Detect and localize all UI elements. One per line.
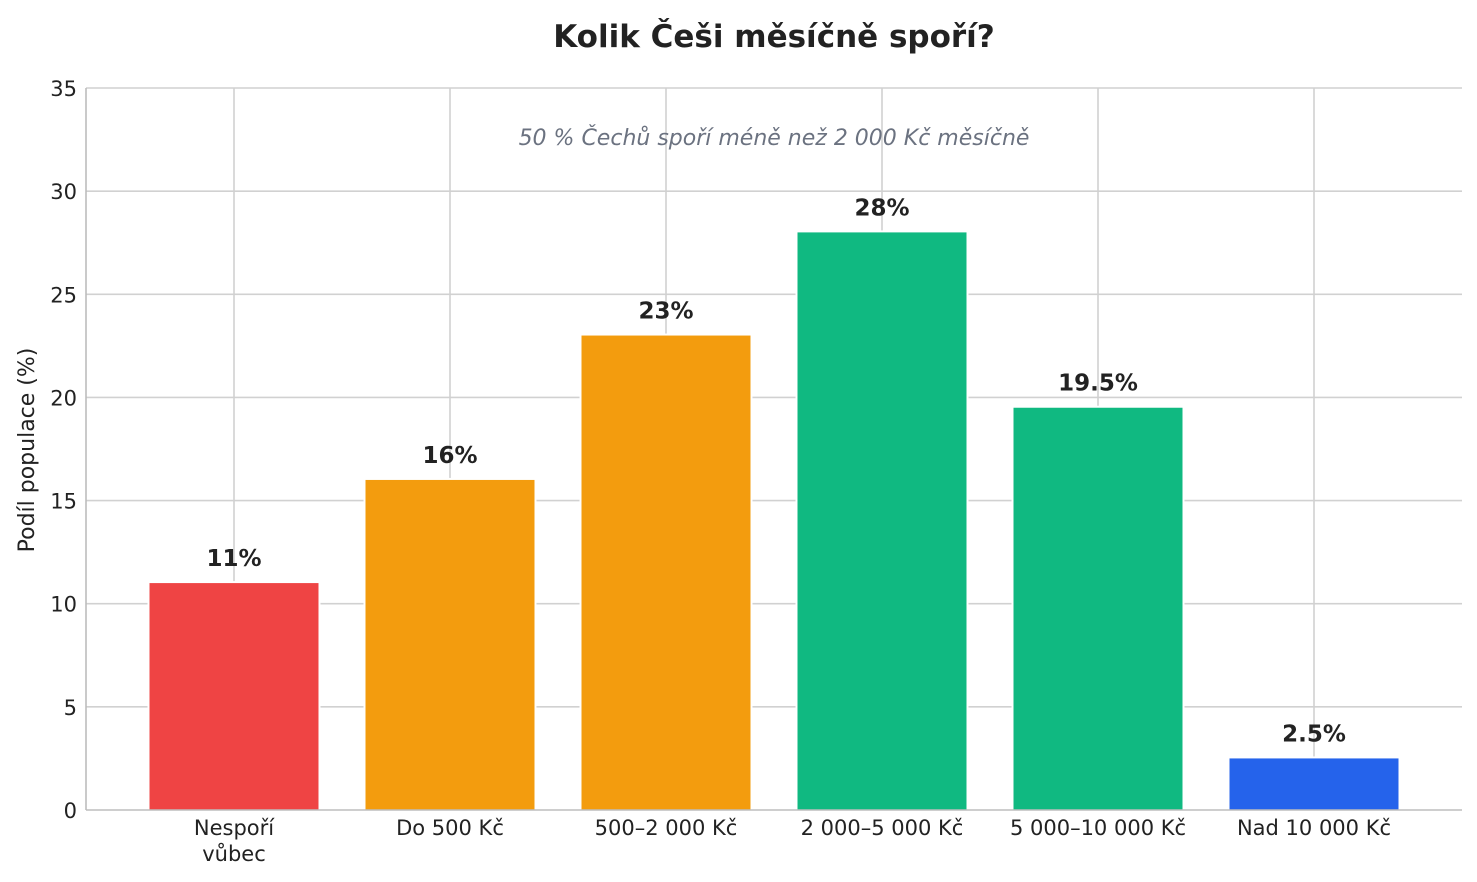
x-tick-label-line: 500–2 000 Kč (595, 816, 738, 840)
x-tick-label: Nad 10 000 Kč (1237, 816, 1391, 840)
bar-value-label: 11% (206, 546, 261, 572)
axes (85, 88, 1462, 811)
bar (797, 232, 967, 810)
y-tick-label: 5 (64, 696, 77, 720)
x-tick-label-line: vůbec (202, 842, 266, 866)
x-tick-label: 5 000–10 000 Kč (1010, 816, 1186, 840)
x-tick-label-line: 2 000–5 000 Kč (801, 816, 964, 840)
bar (1013, 407, 1183, 810)
x-tick-label-line: Do 500 Kč (396, 816, 504, 840)
x-tick-label-line: Nad 10 000 Kč (1237, 816, 1391, 840)
y-tick-label: 35 (50, 77, 77, 101)
y-tick-label: 25 (50, 283, 77, 307)
x-tick-label: Nespoří vůbec (194, 816, 275, 866)
bar (1229, 758, 1399, 810)
x-tick-label: Do 500 Kč (396, 816, 504, 840)
y-tick-label: 10 (50, 593, 77, 617)
bar-value-label: 23% (638, 299, 693, 325)
bar-value-label: 16% (422, 443, 477, 469)
y-tick-label: 0 (64, 799, 77, 823)
y-tick-label: 20 (50, 386, 77, 410)
y-axis-label: Podíl populace (%) (15, 348, 40, 553)
bar (581, 335, 751, 810)
value-labels: 11% 16% 23% 28% 19.5% 2.5% (206, 195, 1345, 747)
y-tick-label: 15 (50, 490, 77, 514)
bar-value-label: 2.5% (1282, 721, 1346, 747)
bar-value-label: 28% (854, 195, 909, 221)
bars (147, 230, 1401, 810)
y-tick-label: 30 (50, 180, 77, 204)
x-tick-labels: Nespoří vůbec Do 500 Kč 500–2 000 Kč 2 000–5… (194, 816, 1391, 866)
bar (365, 479, 535, 810)
x-tick-label: 2 000–5 000 Kč (801, 816, 964, 840)
chart-annotation: 50 % Čechů spoří méně než 2 000 Kč měsíč… (519, 125, 1030, 151)
y-tick-labels: 0 5 10 15 20 25 30 35 (50, 77, 77, 823)
x-tick-label-line: 5 000–10 000 Kč (1010, 816, 1186, 840)
bar (149, 583, 319, 810)
x-tick-label-line: Nespoří (194, 816, 275, 840)
bar-value-label: 19.5% (1058, 371, 1138, 397)
chart-title: Kolik Češi měsíčně spoří? (553, 18, 995, 55)
x-tick-label: 500–2 000 Kč (595, 816, 738, 840)
